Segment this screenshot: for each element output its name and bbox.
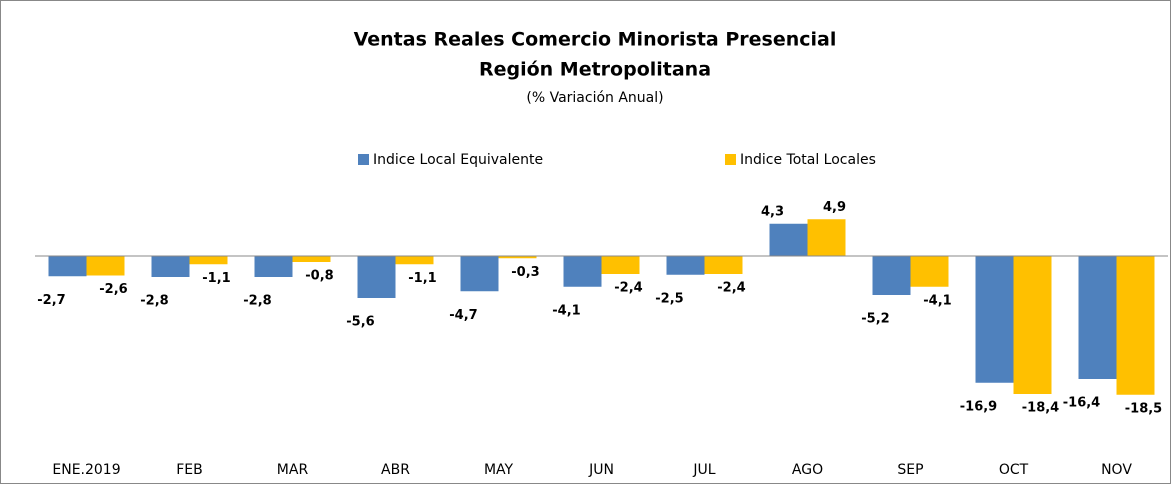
value-label: -0,8	[305, 269, 333, 284]
bar	[601, 256, 640, 274]
bar	[254, 256, 293, 277]
value-label: -2,7	[37, 293, 65, 308]
value-label: -18,5	[1125, 401, 1162, 416]
x-tick-label: SEP	[897, 462, 923, 478]
bar	[872, 256, 911, 295]
legend-label: Indice Local Equivalente	[373, 152, 543, 168]
value-label: -1,1	[202, 271, 230, 286]
bar	[666, 256, 705, 275]
legend-swatch	[725, 154, 736, 165]
bar	[1116, 256, 1155, 395]
bar	[563, 256, 602, 287]
bar	[975, 256, 1014, 383]
x-tick-label: OCT	[999, 462, 1029, 478]
value-label: 4,3	[761, 204, 784, 219]
x-tick-label: ENE.2019	[52, 462, 120, 478]
value-label: 4,9	[823, 200, 846, 215]
bar	[395, 256, 434, 265]
chart-subtitle: Región Metropolitana	[479, 59, 711, 81]
value-label: -4,1	[552, 303, 580, 318]
value-label: -16,4	[1063, 396, 1100, 411]
bar	[189, 256, 228, 265]
value-label: -1,1	[408, 271, 436, 286]
bar	[807, 219, 846, 256]
value-label: -2,4	[614, 281, 642, 296]
bar	[292, 256, 331, 262]
value-label: -16,9	[960, 399, 997, 414]
chart-title: Ventas Reales Comercio Minorista Presenc…	[354, 29, 837, 51]
value-label: -2,6	[99, 282, 127, 297]
x-tick-label: MAR	[277, 462, 309, 478]
value-label: -0,3	[511, 265, 539, 280]
value-label: -5,2	[861, 312, 889, 327]
bar	[357, 256, 396, 298]
x-tick-label: ABR	[381, 462, 410, 478]
value-label: -4,1	[923, 293, 951, 308]
x-tick-label: AGO	[792, 462, 823, 478]
value-label: -4,7	[449, 308, 477, 323]
bar	[704, 256, 743, 274]
bar	[1013, 256, 1052, 394]
x-tick-label: JUL	[692, 462, 715, 478]
bar	[86, 256, 125, 276]
chart-annotation: (% Variación Anual)	[526, 90, 663, 106]
value-label: -18,4	[1022, 401, 1059, 416]
legend-swatch	[358, 154, 369, 165]
bar	[910, 256, 949, 287]
x-tick-label: FEB	[176, 462, 203, 478]
value-label: -2,8	[243, 294, 271, 309]
x-tick-label: JUN	[588, 462, 614, 478]
bar	[498, 256, 537, 259]
x-tick-label: MAY	[484, 462, 514, 478]
value-label: -2,8	[140, 294, 168, 309]
x-tick-label: NOV	[1101, 462, 1132, 478]
bar	[151, 256, 190, 277]
bar	[460, 256, 499, 292]
value-label: -2,5	[655, 291, 683, 306]
bar	[769, 223, 808, 256]
value-label: -5,6	[346, 315, 374, 330]
bar	[48, 256, 87, 277]
bar	[1078, 256, 1117, 379]
value-label: -2,4	[717, 281, 745, 296]
legend-label: Indice Total Locales	[740, 152, 876, 168]
